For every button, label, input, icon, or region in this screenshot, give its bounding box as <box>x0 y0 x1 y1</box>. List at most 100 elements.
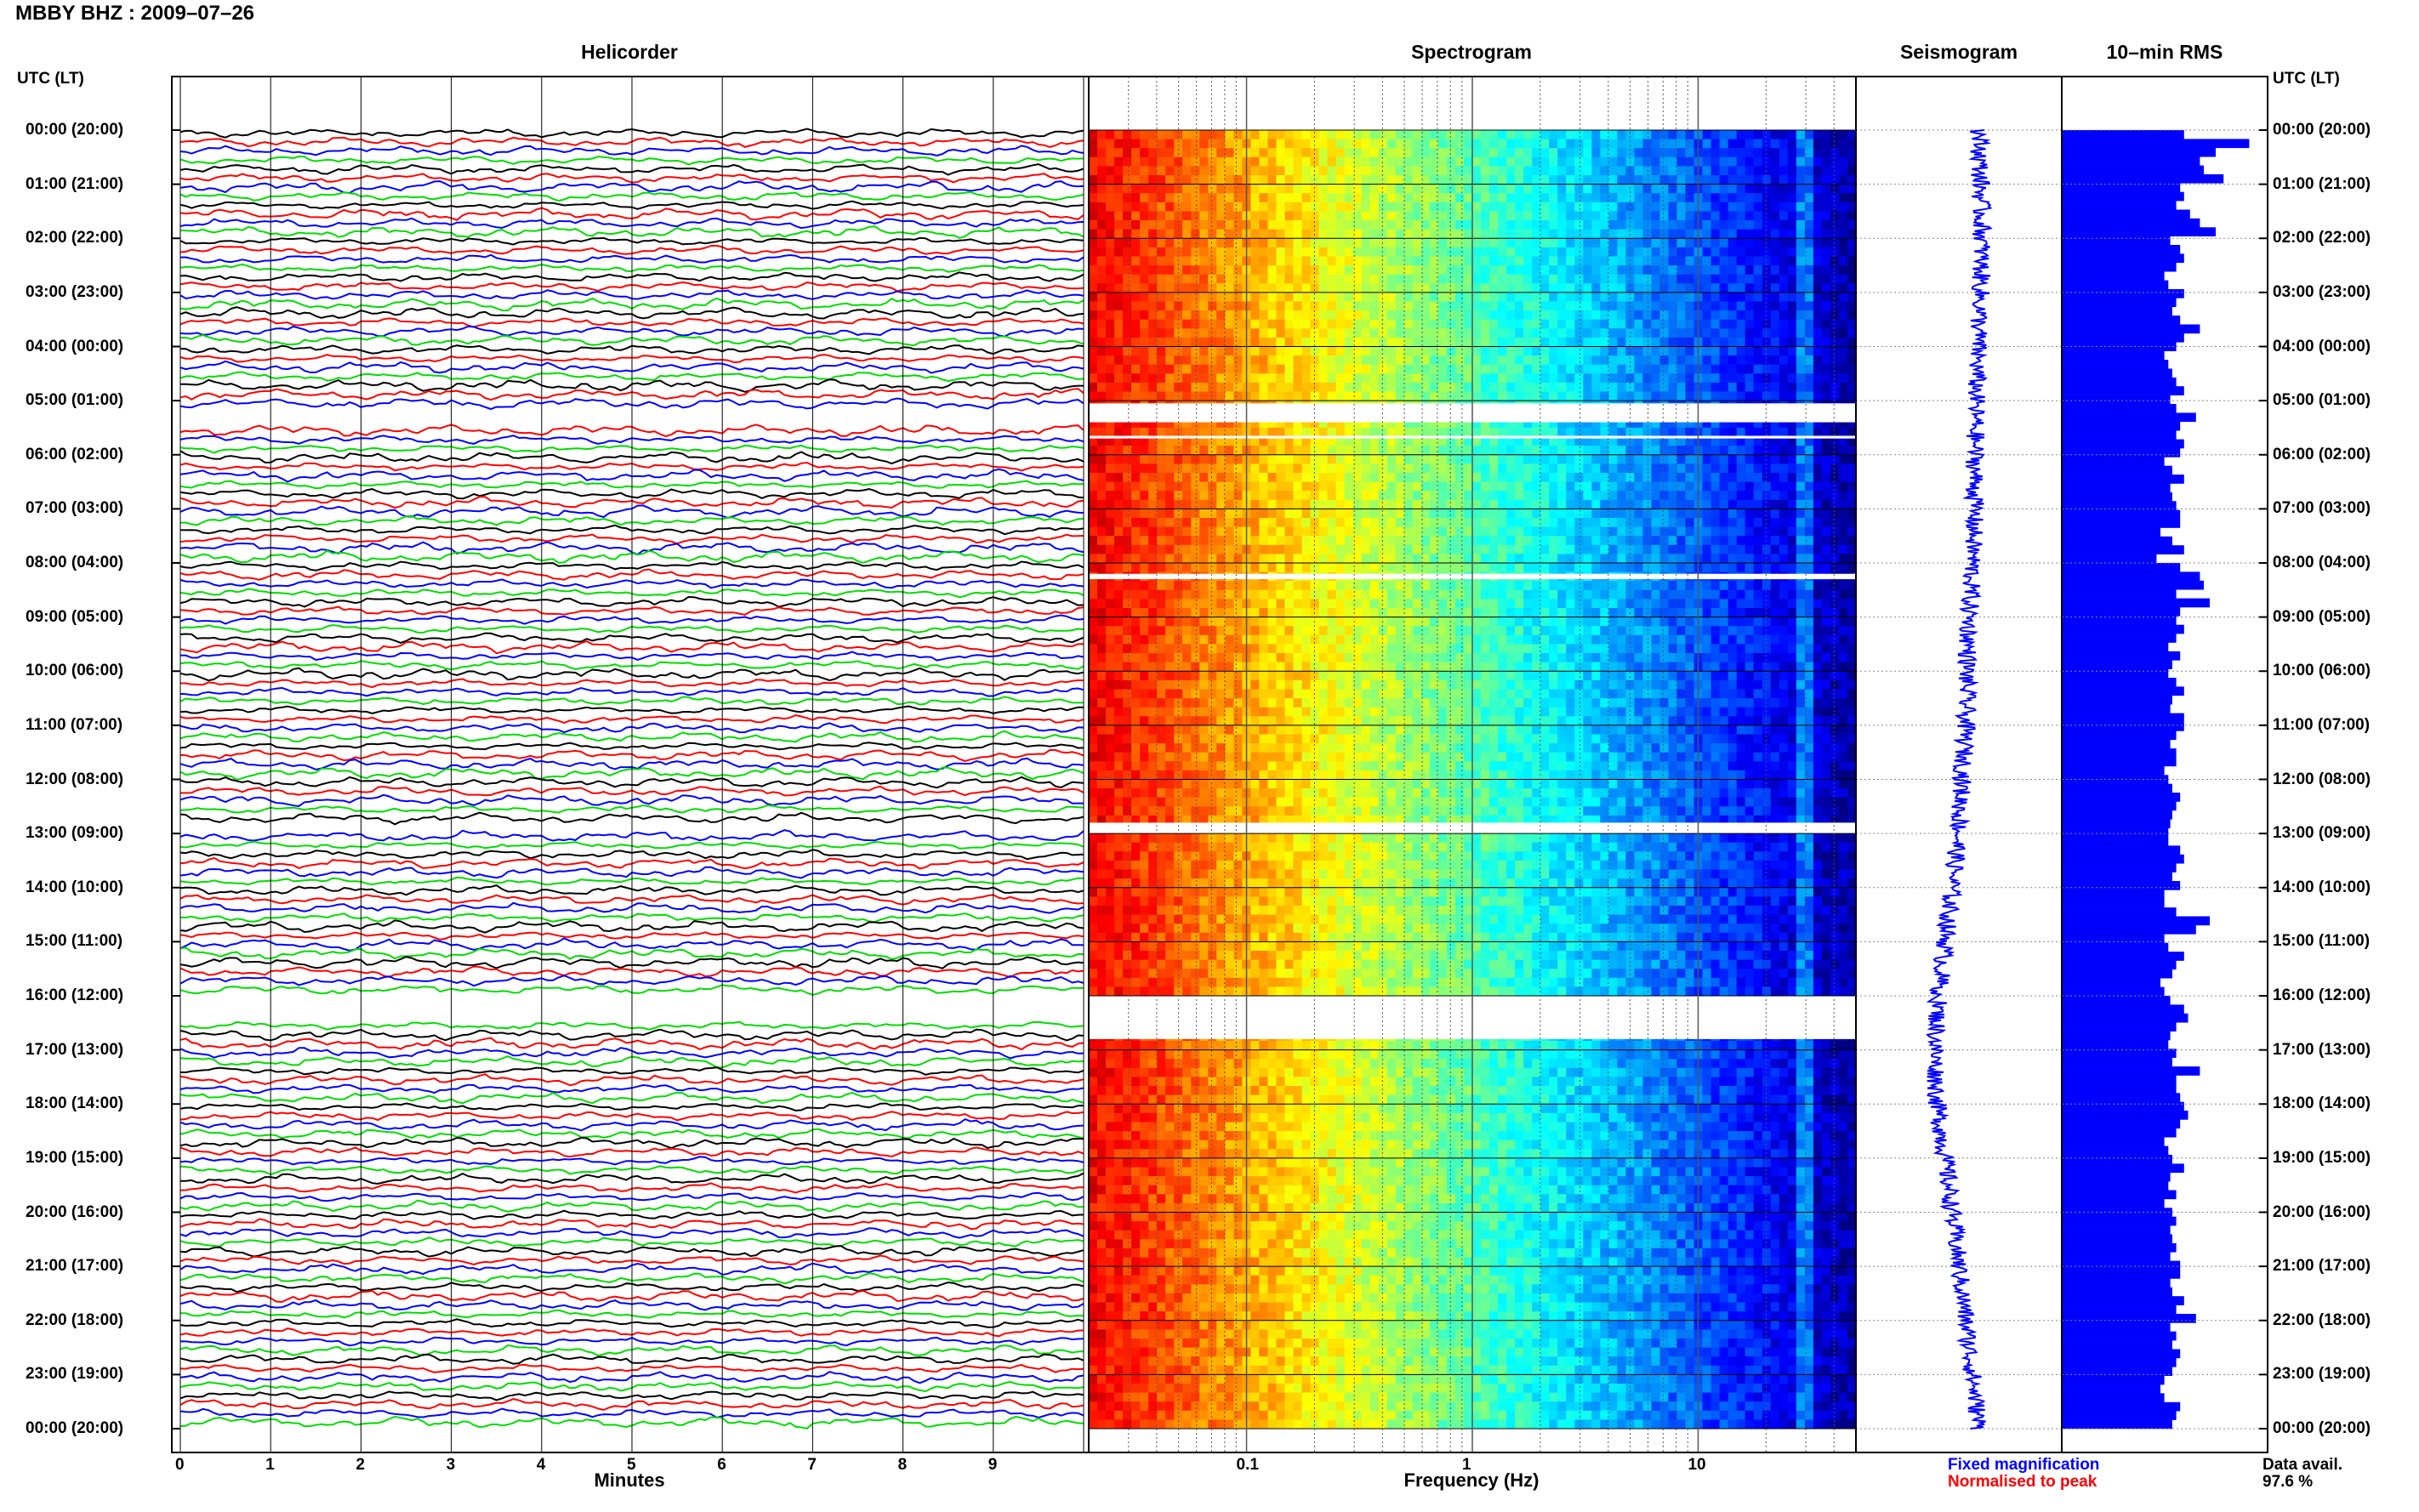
spectrogram-cell <box>1420 499 1431 509</box>
spectrogram-cell <box>1446 238 1456 248</box>
spectrogram-cell <box>1753 382 1763 392</box>
spectrogram-cell <box>1821 184 1831 194</box>
spectrogram-cell <box>1250 310 1260 321</box>
spectrogram-cell <box>1685 256 1695 266</box>
spectrogram-cell <box>1762 491 1772 501</box>
spectrogram-cell <box>1114 211 1124 221</box>
spectrogram-cell <box>1787 454 1797 464</box>
spectrogram-cell <box>1745 418 1755 429</box>
spectrogram-cell <box>1515 175 1524 185</box>
spectrogram-cell <box>1464 581 1473 591</box>
spectrogram-cell <box>1464 499 1473 509</box>
spectrogram-cell <box>1293 418 1303 429</box>
spectrogram-cell <box>1779 139 1789 149</box>
spectrogram-cell <box>1106 184 1115 194</box>
spectrogram-cell <box>1481 265 1490 276</box>
spectrogram-cell <box>1131 229 1141 239</box>
spectrogram-cell <box>1651 481 1661 492</box>
spectrogram-cell <box>1208 265 1217 276</box>
spectrogram-cell <box>1481 526 1490 537</box>
spectrogram-cell <box>1216 328 1226 338</box>
spectrogram-cell <box>1804 391 1814 401</box>
spectrogram-cell <box>1787 427 1797 437</box>
spectrogram-cell <box>1233 473 1243 482</box>
spectrogram-cell <box>1455 427 1465 437</box>
spectrogram-cell <box>1736 229 1746 239</box>
spectrogram-cell <box>1583 436 1592 446</box>
spectrogram-cell <box>1089 499 1098 509</box>
spectrogram-cell <box>1830 193 1840 203</box>
time-tick-right: 12:00 (08:00) <box>2273 770 2371 788</box>
spectrogram-cell <box>1097 554 1107 564</box>
spectrogram-cell <box>1182 292 1192 302</box>
spectrogram-cell <box>1549 184 1558 194</box>
spectrogram-cell <box>1727 184 1738 194</box>
spectrogram-cell <box>1668 265 1678 276</box>
spectrogram-cell <box>1745 328 1755 338</box>
spectrogram-cell <box>1540 229 1550 239</box>
spectrogram-cell <box>1745 518 1755 527</box>
spectrogram-cell <box>1549 175 1558 185</box>
spectrogram-cell <box>1608 156 1618 167</box>
spectrogram-cell <box>1753 139 1763 149</box>
spectrogram-cell <box>1770 256 1780 266</box>
spectrogram-cell <box>1727 391 1738 401</box>
spectrogram-cell <box>1148 473 1158 482</box>
spectrogram-cell <box>1412 328 1422 338</box>
spectrogram-cell <box>1412 518 1422 527</box>
spectrogram-cell <box>1267 536 1278 546</box>
spectrogram-cell <box>1123 292 1132 302</box>
spectrogram-cell <box>1259 373 1268 384</box>
spectrogram-cell <box>1097 355 1107 366</box>
spectrogram-cell <box>1165 184 1175 194</box>
spectrogram-cell <box>1369 364 1380 374</box>
spectrogram-cell <box>1540 247 1550 257</box>
spectrogram-cell <box>1506 139 1516 149</box>
spectrogram-cell <box>1148 193 1158 203</box>
spectrogram-cell <box>1727 418 1738 429</box>
spectrogram-cell <box>1847 292 1857 302</box>
spectrogram-cell <box>1250 589 1260 600</box>
spectrogram-cell <box>1813 491 1823 501</box>
spectrogram-cell <box>1208 373 1217 384</box>
spectrogram-cell <box>1472 382 1482 392</box>
spectrogram-cell <box>1429 554 1439 564</box>
spectrogram-cell <box>1386 382 1397 392</box>
spectrogram-cell <box>1821 589 1831 600</box>
spectrogram-cell <box>1642 554 1652 564</box>
spectrogram-cell <box>1634 220 1643 230</box>
spectrogram-cell <box>1131 274 1141 284</box>
spectrogram-cell <box>1182 418 1192 429</box>
spectrogram-cell <box>1770 373 1780 384</box>
spectrogram-cell <box>1549 337 1558 347</box>
spectrogram-cell <box>1301 256 1312 266</box>
spectrogram-cell <box>1225 454 1234 464</box>
spectrogram-cell <box>1710 238 1721 248</box>
spectrogram-cell <box>1787 156 1797 167</box>
spectrogram-cell <box>1540 328 1550 338</box>
spectrogram-cell <box>1378 130 1388 139</box>
spectrogram-cell <box>1464 328 1473 338</box>
spectrogram-cell <box>1327 526 1337 537</box>
spectrogram-cell <box>1839 373 1848 384</box>
spectrogram-cell <box>1386 364 1397 374</box>
spectrogram-cell <box>1123 473 1132 482</box>
spectrogram-cell <box>1489 454 1499 464</box>
spectrogram-cell <box>1762 373 1772 384</box>
spectrogram-cell <box>1489 473 1499 482</box>
spectrogram-cell <box>1762 364 1772 374</box>
spectrogram-cell <box>1403 247 1414 257</box>
spectrogram-cell <box>1106 319 1115 329</box>
spectrogram-cell <box>1464 526 1473 537</box>
spectrogram-cell <box>1719 382 1729 392</box>
spectrogram-cell <box>1412 373 1422 384</box>
spectrogram-cell <box>1532 202 1541 212</box>
spectrogram-cell <box>1140 526 1149 537</box>
spectrogram-cell <box>1225 481 1234 492</box>
spectrogram-cell <box>1259 599 1268 609</box>
spectrogram-cell <box>1600 238 1609 248</box>
spectrogram-cell <box>1676 446 1687 456</box>
spectrogram-cell <box>1114 554 1124 564</box>
spectrogram-cell <box>1455 148 1465 158</box>
spectrogram-cell <box>1574 454 1584 464</box>
